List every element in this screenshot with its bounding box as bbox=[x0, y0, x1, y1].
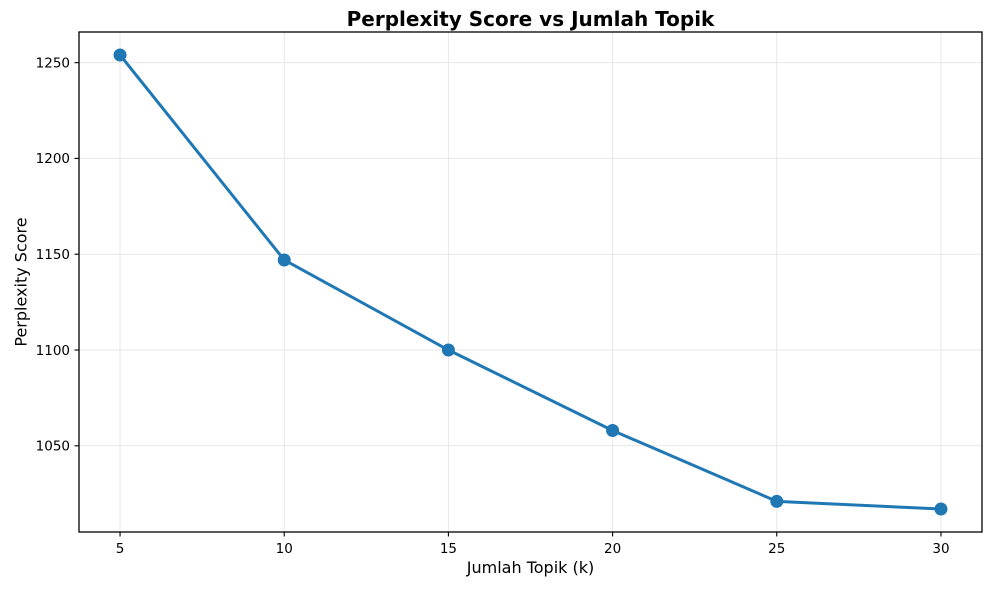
data-point-marker bbox=[441, 343, 455, 357]
axes-spines bbox=[78, 31, 983, 533]
x-tick-label: 30 bbox=[932, 541, 949, 557]
perplexity-line bbox=[118, 53, 943, 511]
data-point-marker bbox=[770, 494, 784, 508]
data-point-marker bbox=[934, 502, 948, 516]
x-tick-label: 25 bbox=[768, 541, 785, 557]
data-point-marker bbox=[277, 253, 291, 267]
data-point-marker bbox=[113, 48, 127, 62]
x-axis-label: Jumlah Topik (k) bbox=[466, 558, 595, 577]
x-tick-label: 15 bbox=[440, 541, 457, 557]
y-tick-label: 1150 bbox=[36, 247, 70, 263]
x-tick-label: 10 bbox=[276, 541, 293, 557]
y-tick-label: 1200 bbox=[36, 151, 70, 167]
y-axis-label: Perplexity Score bbox=[11, 217, 31, 347]
x-tick-label: 5 bbox=[116, 541, 125, 557]
chart-title: Perplexity Score vs Jumlah Topik bbox=[346, 7, 715, 31]
y-tick-label: 1100 bbox=[36, 343, 70, 359]
y-tick-label: 1250 bbox=[36, 55, 70, 71]
y-tick-label: 1050 bbox=[36, 439, 70, 455]
data-point-marker bbox=[606, 423, 620, 437]
x-tick-label: 20 bbox=[604, 541, 621, 557]
